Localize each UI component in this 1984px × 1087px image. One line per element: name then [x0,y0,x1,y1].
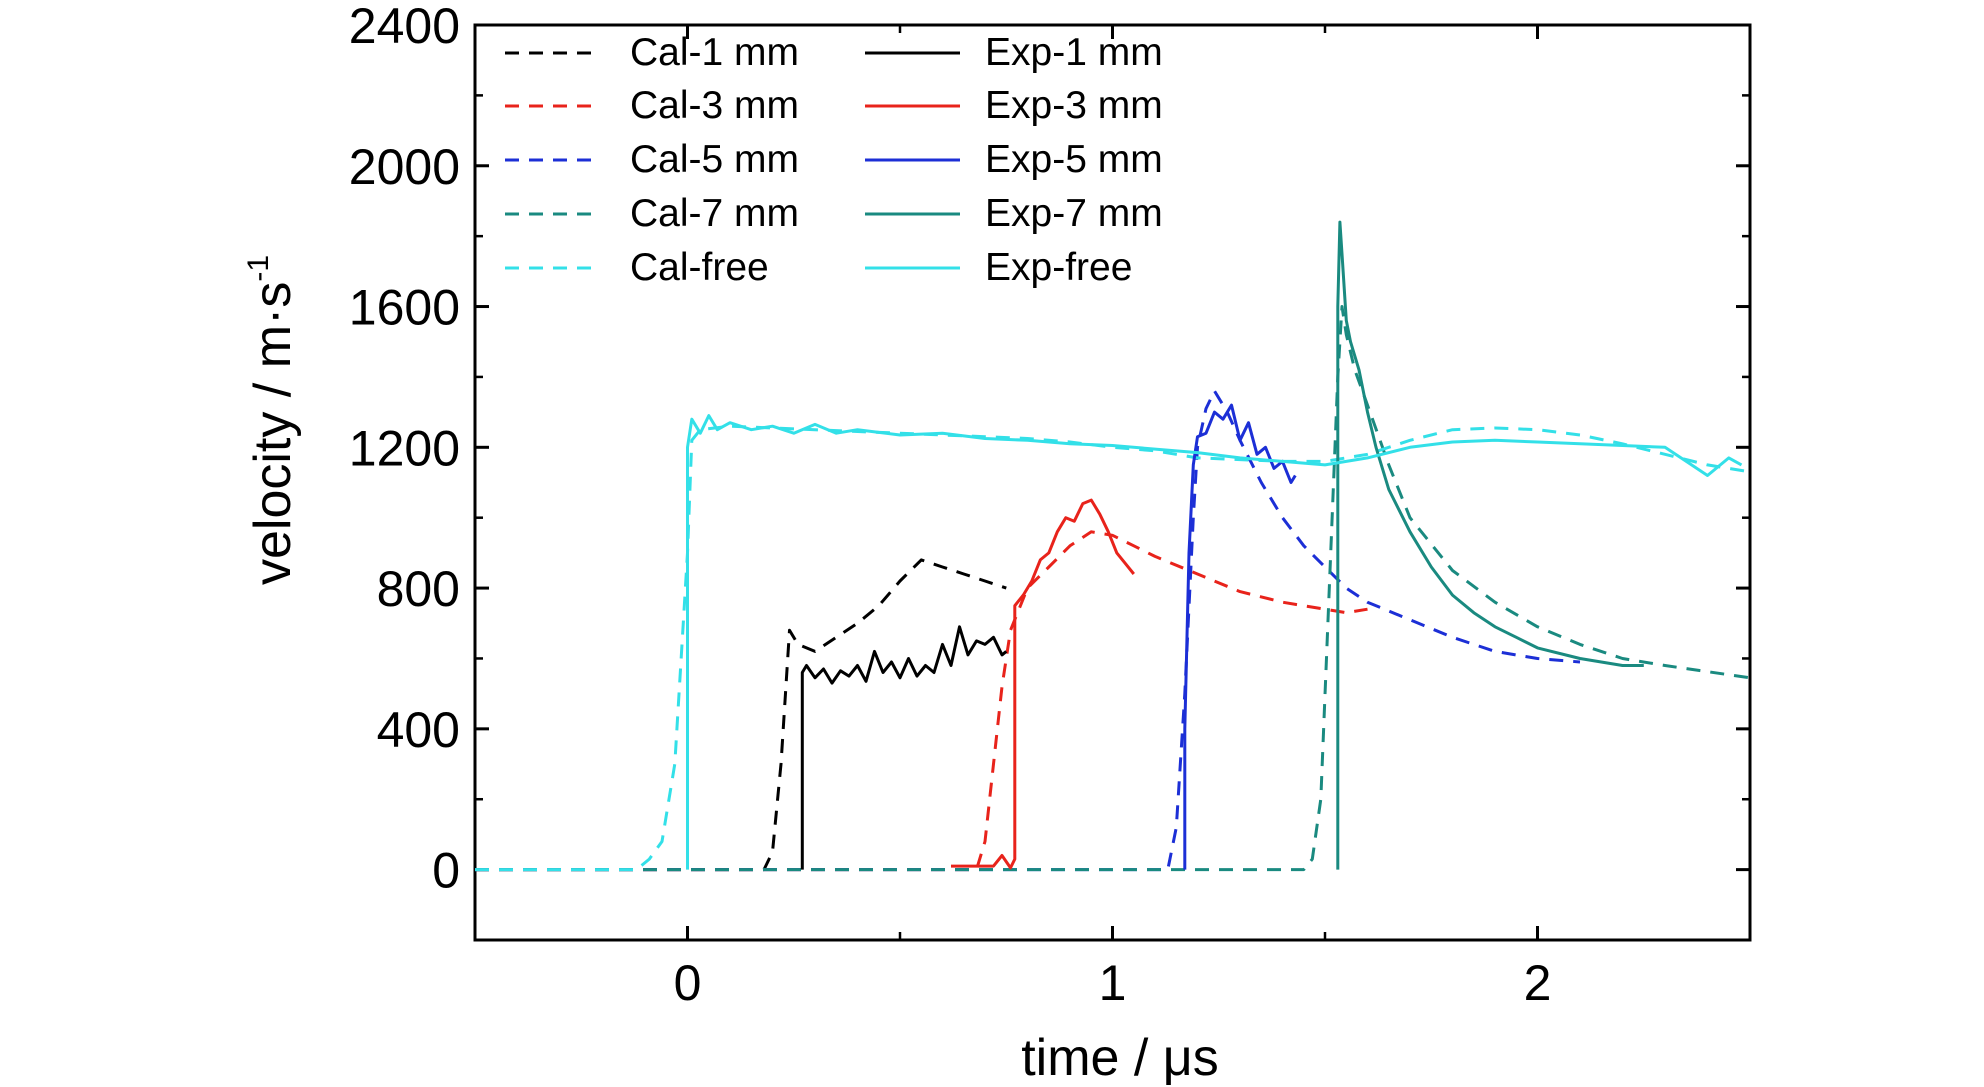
y-tick-label: 1600 [349,280,460,336]
series-line-exp-free [686,414,1743,870]
series-line-exp-5-mm [1183,403,1297,870]
series-lines [475,220,1751,872]
series-line-cal-1-mm [475,558,1007,872]
legend-label-cal-7-mm: Cal-7 mm [630,192,799,235]
x-tick-label: 1 [1099,955,1127,1011]
series-line-cal-5-mm [475,389,1581,872]
legend-label-exp-7-mm: Exp-7 mm [985,192,1163,235]
legend: Cal-1 mm Cal-3 mm Cal-5 mm Cal-7 mm Cal-free… [505,31,1163,289]
series-line-exp-7-mm [1336,220,1644,870]
axis-ticks: 0 1 2 0 400 800 1200 1600 2000 2400 [349,0,1752,1011]
y-tick-label: 1200 [349,420,460,476]
y-axis-title-main: velocity / m·s [244,282,302,585]
y-tick-label: 0 [432,843,460,899]
y-tick-label: 400 [377,702,460,758]
y-axis-title: velocity / m·s-1 [242,255,302,585]
legend-label-cal-5-mm: Cal-5 mm [630,138,799,181]
y-tick-label: 800 [377,561,460,617]
y-axis-title-superscript: -1 [242,255,275,282]
series-line-cal-3-mm [475,530,1368,872]
series-line-exp-3-mm [951,498,1135,870]
legend-label-exp-free: Exp-free [985,246,1132,289]
legend-label-cal-3-mm: Cal-3 mm [630,84,799,127]
y-tick-label: 2400 [349,0,460,54]
series-line-exp-1-mm [800,625,1008,870]
legend-label-exp-1-mm: Exp-1 mm [985,31,1163,74]
x-axis-title: time / μs [1021,1029,1219,1087]
legend-label-cal-1-mm: Cal-1 mm [630,31,799,74]
y-tick-label: 2000 [349,139,460,195]
series-line-cal-7-mm [475,305,1751,872]
legend-label-cal-free: Cal-free [630,246,769,289]
x-tick-label: 2 [1524,955,1552,1011]
legend-label-exp-3-mm: Exp-3 mm [985,84,1163,127]
legend-label-exp-5-mm: Exp-5 mm [985,138,1163,181]
x-tick-label: 0 [674,955,702,1011]
series-line-cal-free [475,424,1751,872]
